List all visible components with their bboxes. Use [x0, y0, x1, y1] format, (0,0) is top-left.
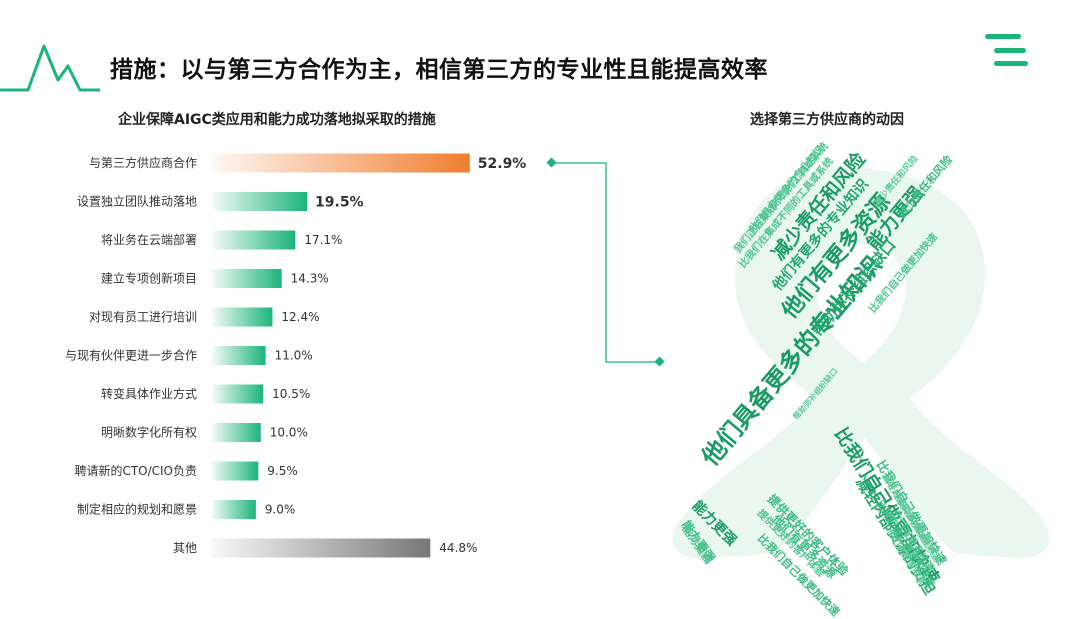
category-label: 与第三方供应商合作: [89, 155, 197, 170]
bar: [212, 500, 256, 519]
wordcloud-title: 选择第三方供应商的动因: [750, 112, 904, 128]
bar: [212, 153, 470, 173]
value-label: 9.5%: [267, 464, 298, 478]
ribbon-shape: [672, 167, 1050, 559]
category-label: 建立专项创新项目: [101, 271, 197, 286]
category-label: 对现有员工进行培训: [89, 309, 197, 324]
category-label: 将业务在云端部署: [101, 232, 197, 247]
category-label: 其他: [173, 541, 197, 555]
category-label: 明晰数字化所有权: [101, 425, 197, 440]
bar: [212, 423, 261, 442]
category-label: 与现有伙伴更进一步合作: [65, 348, 197, 363]
value-label: 17.1%: [304, 233, 342, 247]
bar: [212, 307, 273, 327]
bar: [212, 461, 259, 481]
category-label: 制定相应的规划和愿景: [77, 502, 197, 517]
value-label: 9.0%: [265, 503, 296, 517]
bar: [212, 346, 266, 365]
category-label: 聘请新的CTO/CIO负责: [74, 463, 197, 478]
category-label: 设置独立团队推动落地: [77, 194, 197, 209]
value-label: 10.5%: [272, 387, 310, 401]
motivation-wordcloud: 他们具备更多的专业知识 比我们自己做更加快速 他们有更多资源 减少责任和风险 能力更强帮…: [665, 141, 1055, 619]
bar: [212, 538, 431, 558]
value-label: 11.0%: [275, 349, 313, 363]
value-label: 12.4%: [281, 310, 319, 324]
value-label: 14.3%: [291, 272, 329, 286]
measures-bar-chart: 与第三方供应商合作 52.9% 设置独立团队推动落地 19.5% 将业务在云端部署 17.…: [65, 153, 527, 558]
value-label: 10.0%: [270, 426, 308, 440]
category-label: 转变具体作业方式: [101, 386, 197, 401]
chart-title: 企业保障AIGC类应用和能力成功落地拟采取的措施: [118, 112, 436, 128]
bar: [212, 192, 308, 211]
value-label: 19.5%: [315, 195, 364, 211]
value-label: 52.9%: [478, 156, 527, 172]
pulse-line-icon: [0, 44, 100, 92]
bar: [212, 384, 264, 404]
bar: [212, 269, 282, 288]
value-label: 44.8%: [439, 541, 477, 555]
brand-logo-icon: [985, 34, 1028, 66]
page-title: 措施：以与第三方合作为主，相信第三方的专业性且能提高效率: [110, 57, 768, 83]
bar: [212, 230, 296, 250]
